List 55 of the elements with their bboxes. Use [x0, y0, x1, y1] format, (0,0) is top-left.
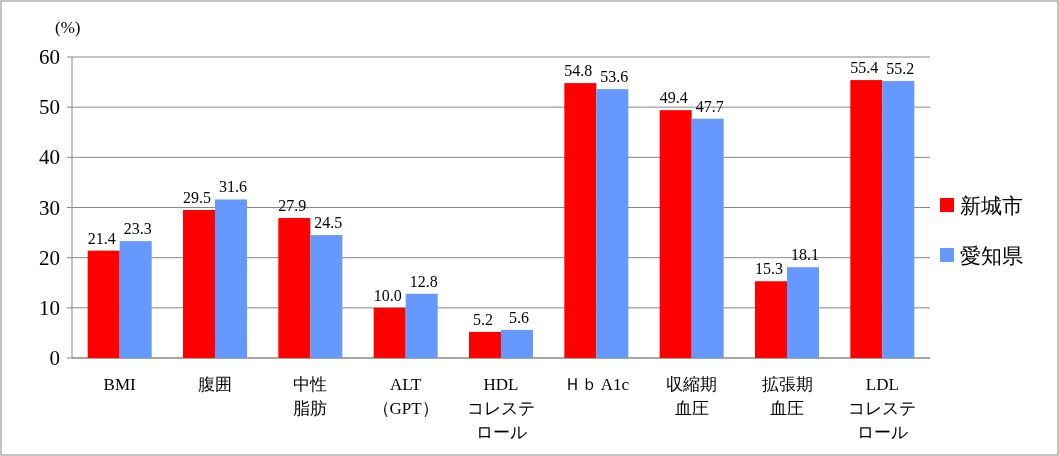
x-tick-label: 拡張期血圧 — [761, 375, 813, 418]
legend-label: 愛知県 — [960, 244, 1023, 268]
data-label: 5.2 — [473, 310, 493, 328]
bar — [87, 250, 120, 358]
bar — [691, 118, 724, 358]
data-label: 31.6 — [219, 178, 247, 196]
data-label: 23.3 — [123, 220, 152, 238]
y-tick-label: 0 — [49, 346, 60, 370]
data-label: 27.9 — [278, 197, 307, 215]
bar — [405, 293, 438, 358]
y-tick-label: 60 — [39, 45, 60, 69]
y-tick-label: 40 — [39, 145, 60, 170]
bar — [119, 241, 152, 358]
x-tick-label: 収縮期血圧 — [666, 375, 718, 418]
y-axis-title: (%) — [55, 18, 81, 37]
y-tick-label: 10 — [39, 295, 60, 320]
x-tick-label: Ｈｂ A1c — [563, 375, 630, 394]
x-tick-label: BMI — [103, 375, 137, 394]
data-label: 21.4 — [87, 229, 116, 247]
bar — [469, 331, 501, 358]
data-label: 24.5 — [314, 214, 343, 232]
y-tick-label: 50 — [39, 95, 60, 120]
data-label: 47.7 — [695, 97, 724, 115]
y-tick-label: 30 — [39, 195, 60, 220]
bar — [596, 89, 629, 358]
bar — [373, 307, 406, 358]
x-tick-label: HDL コレステロール — [467, 375, 535, 442]
x-tick-label: ALT （GPT） — [372, 375, 439, 418]
bar — [659, 110, 692, 358]
bar — [310, 235, 343, 358]
data-label: 10.0 — [373, 286, 402, 304]
x-tick-label: 腹囲 — [198, 375, 232, 394]
data-label: 15.3 — [755, 260, 783, 278]
bar — [787, 267, 819, 358]
bar — [215, 199, 247, 358]
data-label: 54.8 — [564, 62, 593, 80]
data-label: 53.6 — [600, 68, 629, 86]
bar — [501, 329, 533, 358]
bar — [755, 281, 787, 358]
data-label: 5.6 — [509, 308, 529, 326]
y-tick-label: 20 — [39, 245, 60, 270]
bar — [564, 83, 597, 358]
data-label: 12.8 — [409, 272, 438, 290]
bar — [882, 81, 915, 358]
data-label: 49.4 — [659, 89, 688, 107]
data-label: 18.1 — [791, 246, 819, 264]
data-label: 55.4 — [850, 59, 879, 77]
data-label: 55.2 — [886, 60, 915, 78]
x-tick-label: LDL コレステロール — [848, 375, 917, 442]
bar — [183, 210, 215, 358]
data-label: 29.5 — [183, 189, 211, 207]
x-tick-label: 中性脂肪 — [293, 375, 328, 418]
legend-label: 新城市 — [960, 194, 1023, 218]
bar — [278, 218, 311, 358]
bar — [850, 80, 883, 358]
